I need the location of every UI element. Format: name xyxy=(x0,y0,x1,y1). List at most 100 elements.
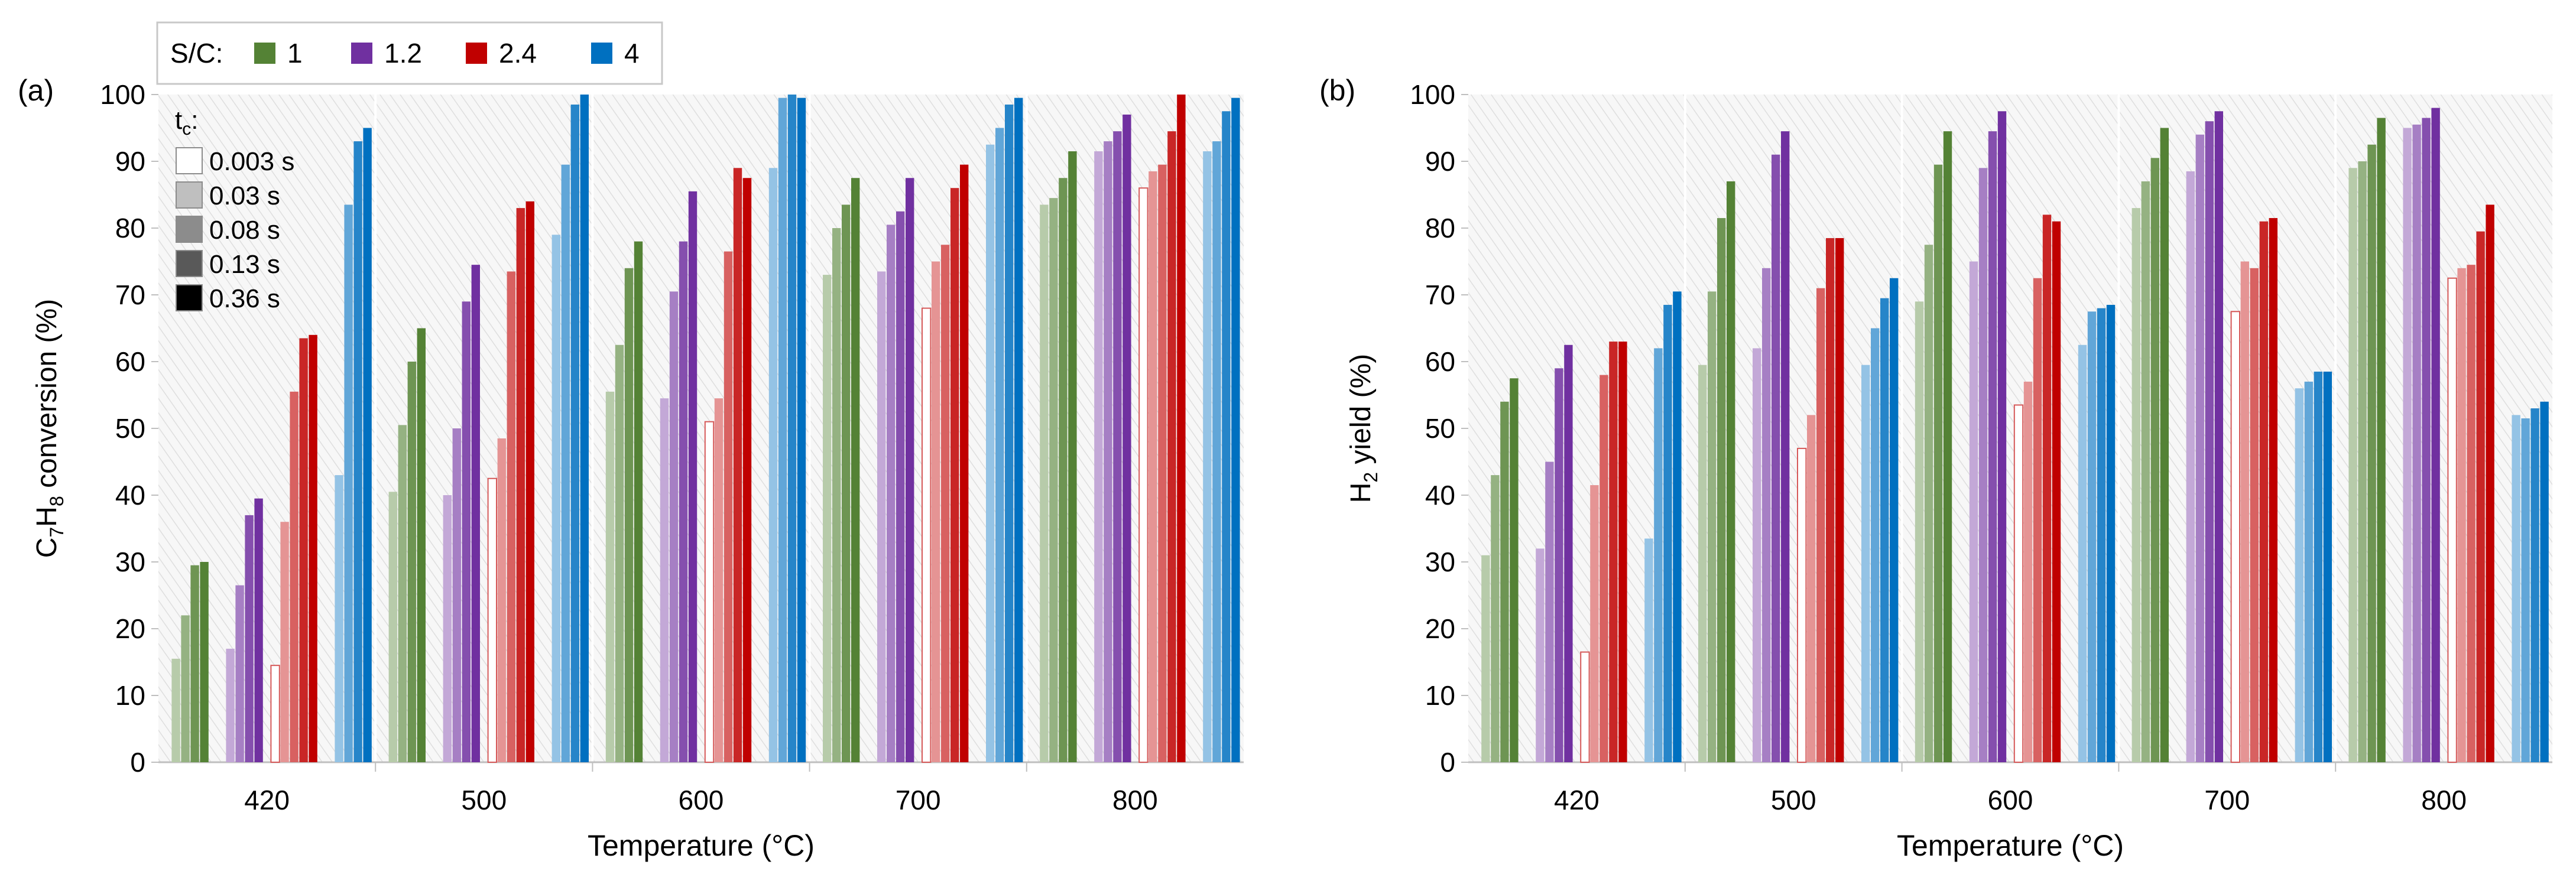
tc-legend-label-1: 0.03 s xyxy=(209,181,280,210)
y-label-subscript: 8 xyxy=(46,496,67,506)
y-tick-label: 10 xyxy=(115,680,145,711)
bar-700-sc-2.4-tc-4 xyxy=(2269,218,2277,762)
bar-420-sc-2.4-tc-3 xyxy=(299,338,308,762)
bar-600-sc-1-tc-1 xyxy=(1915,301,1924,762)
bar-600-sc-2.4-tc-1 xyxy=(714,398,724,762)
bar-500-sc-1-tc-4 xyxy=(417,328,426,762)
bar-600-sc-4-tc-4 xyxy=(797,97,806,762)
x-tick-label: 700 xyxy=(896,785,941,815)
bar-700-sc-1-tc-3 xyxy=(2150,158,2159,763)
bar-420-sc-4-tc-2 xyxy=(1654,348,1663,762)
bar-600-sc-1.2-tc-2 xyxy=(669,291,679,763)
legend: S/C: 1 1.2 2.4 4tc:0.003 s0.03 s0.08 s0.13 s… xyxy=(156,21,663,313)
bar-600-sc-1-tc-2 xyxy=(1924,245,1933,762)
x-axis-label: Temperature (°C) xyxy=(1897,829,2124,862)
bar-800-sc-2.4-tc-2 xyxy=(2467,265,2476,762)
bar-420-sc-1.2-tc-3 xyxy=(245,515,254,762)
y-tick-label: 40 xyxy=(1425,480,1455,511)
bar-700-sc-1-tc-1 xyxy=(2131,208,2140,763)
panel-label: (a) xyxy=(18,74,54,107)
bar-500-sc-2.4-tc-2 xyxy=(1816,288,1825,762)
tc-title-sub: c xyxy=(182,119,191,139)
bar-500-sc-2.4-tc-2 xyxy=(507,271,515,762)
bar-600-sc-2.4-tc-0 xyxy=(704,421,715,763)
bar-500-sc-1.2-tc-4 xyxy=(471,265,480,762)
bar-700-sc-1.2-tc-1 xyxy=(877,271,886,762)
bar-800-sc-2.4-tc-4 xyxy=(2486,204,2494,762)
bar-800-sc-1.2-tc-1 xyxy=(1094,151,1103,762)
bar-800-sc-1-tc-1 xyxy=(1040,204,1049,762)
bar-800-sc-4-tc-4 xyxy=(2540,401,2549,762)
y-label-part: conversion (%) xyxy=(31,299,63,496)
bar-500-sc-1-tc-4 xyxy=(1727,181,1735,762)
bar-420-sc-1-tc-2 xyxy=(1491,475,1500,762)
bar-500-sc-1.2-tc-1 xyxy=(1753,348,1761,762)
bar-600-sc-2.4-tc-4 xyxy=(742,178,752,762)
legend-label-sc-1.2: 1.2 xyxy=(384,38,422,69)
bar-700-sc-4-tc-1 xyxy=(2295,388,2304,762)
bar-700-sc-4-tc-4 xyxy=(2323,371,2332,762)
y-tick-label: 80 xyxy=(1425,213,1455,243)
bar-800-sc-1-tc-3 xyxy=(2367,144,2376,762)
x-tick-label: 700 xyxy=(2204,785,2250,815)
bar-600-sc-1.2-tc-4 xyxy=(1997,111,2007,762)
bar-800-sc-1.2-tc-3 xyxy=(1113,131,1122,762)
bar-500-sc-2.4-tc-0 xyxy=(487,477,497,763)
y-tick-label: 0 xyxy=(130,747,145,778)
bar-420-sc-1-tc-2 xyxy=(181,615,190,762)
bar-700-sc-1-tc-3 xyxy=(842,204,851,762)
bar-420-sc-2.4-tc-1 xyxy=(280,522,289,762)
bar-700-sc-4-tc-2 xyxy=(995,128,1004,762)
y-axis-label: H2 yield (%) xyxy=(1345,354,1381,503)
x-tick-label: 420 xyxy=(244,785,290,815)
y-label-part: C xyxy=(31,538,63,558)
bar-600-sc-2.4-tc-3 xyxy=(2042,214,2052,762)
bar-420-sc-1.2-tc-4 xyxy=(1564,344,1573,762)
bar-800-sc-4-tc-3 xyxy=(2530,408,2539,762)
bar-420-sc-2.4-tc-2 xyxy=(1600,375,1608,762)
bar-700-sc-2.4-tc-4 xyxy=(960,164,969,762)
bar-420-sc-4-tc-3 xyxy=(353,141,362,763)
y-tick-label: 100 xyxy=(1410,79,1455,110)
bar-600-sc-4-tc-3 xyxy=(2097,308,2106,762)
bar-600-sc-2.4-tc-2 xyxy=(724,251,733,762)
bar-500-sc-4-tc-1 xyxy=(1861,365,1870,762)
bar-700-sc-1.2-tc-2 xyxy=(887,225,896,763)
x-tick-label: 420 xyxy=(1554,785,1600,815)
bar-420-sc-4-tc-3 xyxy=(1663,304,1672,762)
bar-600-sc-1-tc-2 xyxy=(615,344,624,762)
bar-800-sc-2.4-tc-3 xyxy=(2476,231,2485,762)
bar-500-sc-1.2-tc-3 xyxy=(462,301,471,762)
bar-500-sc-1.2-tc-2 xyxy=(452,428,461,762)
bar-420-sc-2.4-tc-2 xyxy=(290,391,299,762)
bar-500-sc-2.4-tc-0 xyxy=(1797,447,1807,763)
y-tick-label: 50 xyxy=(1425,413,1455,444)
bar-700-sc-1.2-tc-4 xyxy=(2214,111,2223,762)
bar-700-sc-2.4-tc-1 xyxy=(2240,261,2249,762)
bar-500-sc-4-tc-1 xyxy=(551,235,560,762)
tc-legend-label-4: 0.36 s xyxy=(209,284,280,313)
bar-800-sc-1-tc-2 xyxy=(1049,198,1058,762)
legend-label-sc-1: 1 xyxy=(287,38,303,69)
tc-legend-label-0: 0.003 s xyxy=(209,147,294,176)
bar-420-sc-1-tc-4 xyxy=(1510,378,1519,762)
bar-800-sc-2.4-tc-3 xyxy=(1167,131,1176,762)
bar-600-sc-2.4-tc-1 xyxy=(2023,381,2033,762)
bar-800-sc-1.2-tc-2 xyxy=(2412,124,2421,763)
x-tick-label: 500 xyxy=(461,785,507,815)
bar-600-sc-4-tc-2 xyxy=(2087,311,2097,762)
tc-title-main: t xyxy=(175,106,182,135)
y-axis-label: C7H8 conversion (%) xyxy=(31,299,67,558)
x-tick-label: 600 xyxy=(679,785,724,815)
y-tick-label: 10 xyxy=(1425,680,1455,711)
bar-700-sc-4-tc-3 xyxy=(2314,371,2322,762)
y-tick-label: 80 xyxy=(115,213,145,243)
tc-legend-swatch-0 xyxy=(176,147,203,174)
bar-800-sc-1-tc-2 xyxy=(2358,161,2367,762)
bar-800-sc-4-tc-1 xyxy=(1203,151,1212,762)
bar-700-sc-1.2-tc-3 xyxy=(896,211,905,762)
bar-500-sc-4-tc-2 xyxy=(1871,328,1880,762)
bar-600-sc-4-tc-1 xyxy=(2078,344,2087,762)
bar-500-sc-1.2-tc-2 xyxy=(1762,268,1771,762)
y-tick-label: 60 xyxy=(115,346,145,377)
